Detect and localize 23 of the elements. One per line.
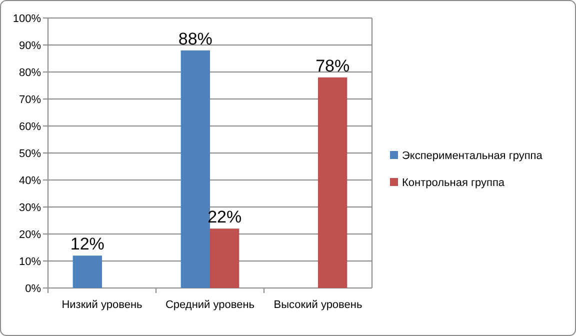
y-tick-label: 60% bbox=[18, 120, 42, 133]
y-tick-label: 50% bbox=[18, 148, 42, 160]
data-label: 12% bbox=[70, 234, 104, 254]
bar bbox=[180, 50, 210, 288]
bar bbox=[72, 256, 102, 288]
x-tick-label: Высокий уровень bbox=[274, 299, 362, 311]
y-tick-label: 90% bbox=[18, 40, 42, 52]
y-tick-label: 70% bbox=[18, 94, 42, 106]
y-tick-label: 0% bbox=[25, 282, 42, 295]
data-label: 78% bbox=[316, 56, 350, 76]
legend-label: Экспериментальная группа bbox=[402, 150, 544, 162]
data-label: 88% bbox=[178, 29, 212, 48]
y-tick-label: 20% bbox=[18, 228, 42, 241]
y-tick-label: 10% bbox=[18, 256, 42, 268]
x-tick-label: Низкий уровень bbox=[62, 299, 143, 311]
y-tick-label: 80% bbox=[18, 66, 42, 79]
y-tick-label: 100% bbox=[12, 12, 42, 25]
bar bbox=[318, 77, 348, 288]
y-tick-label: 30% bbox=[18, 202, 42, 214]
legend-label: Контрольная группа bbox=[402, 176, 506, 189]
x-tick-label: Средний уровень bbox=[165, 299, 255, 311]
y-tick-label: 40% bbox=[18, 174, 42, 187]
bar bbox=[210, 228, 240, 288]
